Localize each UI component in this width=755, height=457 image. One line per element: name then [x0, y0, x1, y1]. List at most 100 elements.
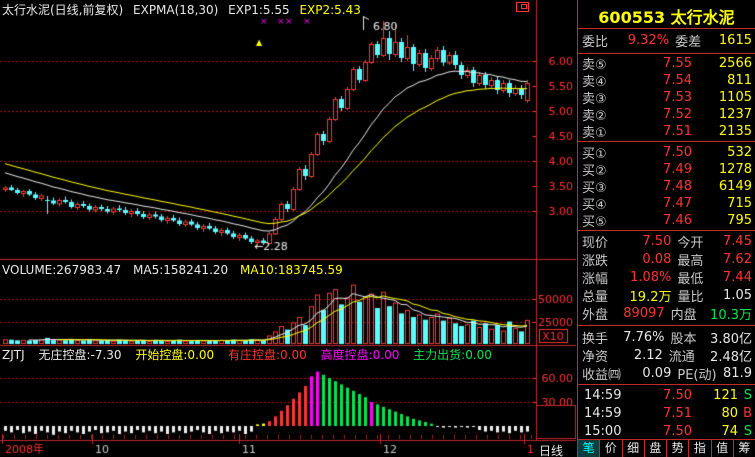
tab-zhi[interactable]: 指: [689, 440, 712, 457]
high-value: 7.62: [723, 252, 752, 267]
tick-volume: 74: [721, 424, 738, 439]
tab-chou[interactable]: 筹: [738, 441, 751, 455]
weicha-label: 委差: [675, 35, 702, 50]
zjtj-item-start: 开始控盘:0.00: [135, 348, 215, 362]
float-shares-label: 流通: [668, 350, 695, 365]
ask-row-1[interactable]: 卖① 7.51 2135: [582, 123, 752, 141]
volume-ratio-value: 1.05: [723, 288, 752, 303]
info-row-outer-inner: 外盘 89097 内盘 10.3万: [582, 305, 752, 323]
change-label: 涨跌: [582, 254, 609, 269]
bid-row-2[interactable]: 买② 7.49 1278: [582, 161, 752, 179]
outer-lots-label: 外盘: [582, 308, 609, 323]
tick-price: 7.50: [663, 424, 692, 439]
volume-value: VOLUME:267983.47: [2, 263, 122, 277]
chart-header: 太行水泥(日线,前复权) EXPMA(18,30) EXP1:5.55 EXP2…: [2, 1, 367, 18]
tick-time: 14:59: [584, 388, 622, 403]
turnover-label: 换手: [582, 332, 609, 347]
bid1-volume: 532: [727, 145, 752, 160]
bid4-price: 7.47: [663, 196, 692, 211]
inner-lots-label: 内盘: [670, 308, 697, 323]
tick-time: 14:59: [584, 406, 622, 421]
ask2-price: 7.52: [663, 107, 692, 122]
zjtj-item-youzhuang: 有庄控盘:0.00: [227, 348, 307, 362]
weibi-label: 委比: [582, 35, 609, 50]
open-label: 今开: [677, 236, 704, 251]
stock-code: 600553: [598, 8, 666, 27]
capital-label: 股本: [670, 332, 697, 347]
tab-pan[interactable]: 盘: [645, 440, 667, 457]
window-restore-icon-inner: [521, 4, 527, 9]
ask2-volume: 1237: [718, 107, 752, 122]
ask1-volume: 2135: [718, 124, 752, 139]
bid-row-1[interactable]: 买① 7.50 532: [582, 144, 752, 162]
bid3-label: 买③: [582, 181, 607, 196]
tab-shi[interactable]: 势: [667, 440, 690, 457]
zjtj-name: ZJTJ: [2, 348, 25, 362]
separator: [578, 28, 755, 29]
low-value: 7.44: [723, 270, 752, 285]
ask1-price: 7.51: [663, 124, 692, 139]
change-value: 0.08: [642, 252, 672, 267]
period-selector-daily[interactable]: 日线: [539, 444, 564, 457]
turnover-value: 7.76%: [623, 330, 665, 345]
zjtj-header: ZJTJ 无庄控盘:-7.30 开始控盘:0.00 有庄控盘:0.00 高度控盘…: [2, 346, 502, 363]
ask3-volume: 1105: [718, 90, 752, 105]
net-assets-label: 净资: [582, 350, 609, 365]
left-chart-canvas[interactable]: [0, 0, 577, 457]
info-row-networth-float: 净资 2.12 流通 2.48亿: [582, 347, 752, 365]
ask-row-2[interactable]: 卖② 7.52 1237: [582, 106, 752, 124]
bid2-label: 买②: [582, 164, 607, 179]
bid4-label: 买④: [582, 198, 607, 213]
last-price-value: 7.50: [642, 234, 672, 249]
separator: [578, 384, 755, 385]
separator: [578, 230, 755, 231]
pe-value: 81.9: [723, 366, 752, 381]
ask4-price: 7.54: [663, 73, 692, 88]
ask-row-5[interactable]: 卖⑤ 7.55 2566: [582, 55, 752, 73]
tab-zhi2[interactable]: 值: [712, 440, 734, 457]
outer-lots-value: 89097: [623, 306, 665, 321]
total-volume-label: 总量: [582, 290, 609, 305]
tick-row: 15:00 7.50 74 S: [584, 423, 752, 440]
tick-side: S: [743, 388, 752, 403]
bid5-label: 买⑤: [582, 215, 607, 230]
tab-xi[interactable]: 细: [623, 440, 645, 457]
ask4-label: 卖④: [582, 75, 607, 90]
eps-label: 收益㈣: [582, 368, 622, 383]
separator: [578, 325, 755, 326]
tick-side: S: [743, 424, 752, 439]
ask5-volume: 2566: [718, 56, 752, 71]
bid4-volume: 715: [727, 196, 752, 211]
tick-side: B: [743, 406, 752, 421]
ask-row-3[interactable]: 卖③ 7.53 1105: [582, 89, 752, 107]
bid2-price: 7.49: [663, 162, 692, 177]
tab-jia[interactable]: 价: [600, 440, 623, 457]
info-row-eps-pe: 收益㈣ 0.09 PE(动) 81.9: [582, 365, 752, 383]
quote-panel: 600553 太行水泥 委比 9.32% 委差 1615 卖⑤ 7.55 256…: [577, 0, 755, 457]
tick-row: 14:59 7.50 121 S: [584, 387, 752, 404]
window-restore-icon[interactable]: [516, 2, 529, 12]
volume-ratio-label: 量比: [677, 290, 704, 305]
ask4-volume: 811: [727, 73, 752, 88]
stock-title: 600553 太行水泥: [578, 4, 755, 28]
tick-price: 7.51: [663, 406, 692, 421]
bid-row-5[interactable]: 买⑤ 7.46 795: [582, 212, 752, 230]
tab-bi[interactable]: 笔: [578, 440, 601, 457]
bid-row-4[interactable]: 买④ 7.47 715: [582, 195, 752, 213]
ask-row-4[interactable]: 卖④ 7.54 811: [582, 72, 752, 90]
capital-value: 3.80亿: [710, 332, 752, 347]
bid-row-3[interactable]: 买③ 7.48 6149: [582, 178, 752, 196]
ask5-price: 7.55: [663, 56, 692, 71]
quote-tab-bar: 笔 价 细 盘 势 指 值 筹: [578, 439, 755, 457]
tick-volume: 80: [721, 406, 738, 421]
volume-ma10: MA10:183745.59: [239, 263, 343, 277]
ask3-price: 7.53: [663, 90, 692, 105]
ask3-label: 卖③: [582, 92, 607, 107]
high-label: 最高: [677, 254, 704, 269]
info-row-turnover-capital: 换手 7.76% 股本 3.80亿: [582, 329, 752, 347]
zjtj-item-nozhuang: 无庄控盘:-7.30: [38, 348, 122, 362]
volume-header: VOLUME:267983.47 MA5:158241.20 MA10:1837…: [2, 263, 351, 277]
weibi-row: 委比 9.32% 委差 1615: [582, 32, 752, 50]
info-row-price-open: 现价 7.50 今开 7.45: [582, 233, 752, 251]
